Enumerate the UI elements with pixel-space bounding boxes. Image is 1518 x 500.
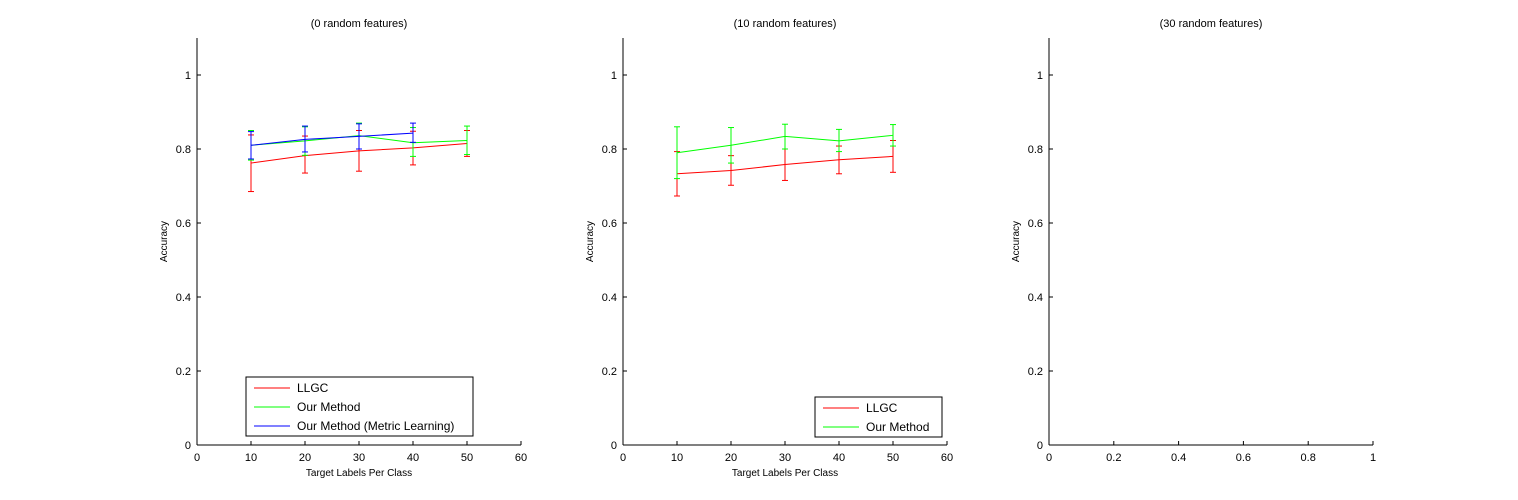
x-tick-label: 0: [620, 452, 626, 464]
y-tick-label: 0.2: [602, 366, 617, 378]
x-tick-label: 30: [353, 452, 365, 464]
x-tick-label: 0.4: [1171, 452, 1186, 464]
x-tick-label: 50: [887, 452, 899, 464]
y-tick-label: 0.6: [176, 218, 191, 230]
x-tick-label: 20: [299, 452, 311, 464]
x-tick-label: 40: [407, 452, 419, 464]
y-axis-label: Accuracy: [159, 221, 170, 262]
series-our-method-metric-learning: [248, 122, 416, 160]
x-tick-label: 30: [779, 452, 791, 464]
y-tick-label: 0.8: [176, 144, 191, 156]
y-tick-label: 0.8: [602, 144, 617, 156]
y-axis-label: Accuracy: [1011, 221, 1022, 262]
legend: LLGC Our Method: [814, 396, 943, 438]
y-tick-label: 0.8: [1028, 144, 1043, 156]
chart-panel-1: 0 10 20 30 40 50 60 0 0.2 0.4 0.6 0.8 1 (0 random fea…: [159, 18, 527, 479]
legend-box: [814, 396, 943, 438]
series-our-method: [674, 123, 896, 180]
legend-entry: LLGC: [866, 401, 898, 415]
x-tick-label: 60: [515, 452, 527, 464]
x-axis-label: Target Labels Per Class: [306, 468, 412, 479]
y-tick-label: 1: [611, 70, 617, 82]
chart-title: (0 random features): [311, 18, 408, 30]
y-tick-label: 0.2: [176, 366, 191, 378]
y-tick-label: 0: [1037, 440, 1043, 452]
x-tick-label: 10: [245, 452, 257, 464]
y-tick-label: 0.6: [602, 218, 617, 230]
x-tick-label: 10: [671, 452, 683, 464]
legend-entry: Our Method: [866, 420, 929, 434]
chart-panel-2: 0 10 20 30 40 50 60 0 0.2 0.4 0.6 0.8 1 (10 random fe…: [585, 18, 953, 479]
y-tick-label: 0: [185, 440, 191, 452]
x-axis-label: Target Labels Per Class: [732, 468, 838, 479]
legend-entry: Our Method: [297, 400, 360, 414]
x-tick-label: 20: [725, 452, 737, 464]
y-tick-label: 0: [611, 440, 617, 452]
x-tick-label: 0.2: [1106, 452, 1121, 464]
y-tick-label: 0.4: [1028, 292, 1043, 304]
legend: LLGC Our Method Our Method (Metric Learnin…: [245, 376, 474, 437]
legend-entry: LLGC: [297, 381, 329, 395]
x-tick-label: 0: [1046, 452, 1052, 464]
y-tick-label: 1: [1037, 70, 1043, 82]
x-tick-label: 0.6: [1236, 452, 1251, 464]
x-tick-label: 50: [461, 452, 473, 464]
x-tick-label: 0.8: [1301, 452, 1316, 464]
y-tick-label: 0.2: [1028, 366, 1043, 378]
x-tick-label: 60: [941, 452, 953, 464]
y-tick-label: 1: [185, 70, 191, 82]
chart-title: (30 random features): [1160, 18, 1263, 30]
y-tick-label: 0.4: [602, 292, 617, 304]
y-tick-label: 0.4: [176, 292, 191, 304]
y-tick-label: 0.6: [1028, 218, 1043, 230]
chart-panel-3: 0 0.2 0.4 0.6 0.8 1 0 0.2 0.4 0.6 0.8 1 (30 random f…: [1011, 18, 1376, 464]
series-line: [250, 132, 414, 146]
legend-entry: Our Method (Metric Learning): [297, 419, 454, 433]
y-axis-label: Accuracy: [585, 221, 596, 262]
x-tick-label: 0: [194, 452, 200, 464]
chart-title: (10 random features): [734, 18, 837, 30]
x-tick-label: 40: [833, 452, 845, 464]
x-tick-label: 1: [1370, 452, 1376, 464]
